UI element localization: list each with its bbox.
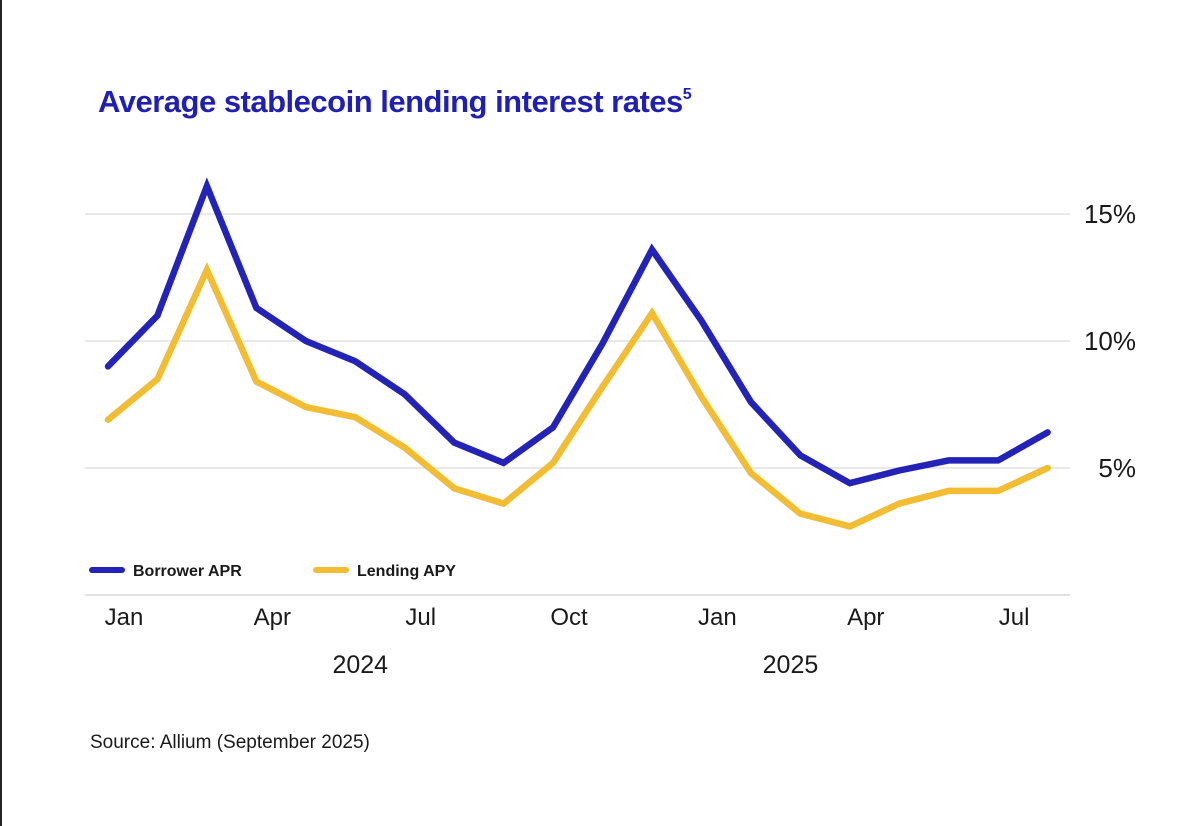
x-tick-label-jan-4: Jan: [698, 604, 737, 631]
x-tick-label-jul-2: Jul: [405, 604, 436, 631]
x-tick-label-jan-0: Jan: [105, 604, 144, 631]
year-label-2025: 2025: [763, 651, 819, 679]
series-lines: [104, 177, 1051, 530]
year-label-2024: 2024: [332, 651, 388, 679]
chart-title-text: Average stablecoin lending interest rate…: [98, 84, 683, 119]
y-tick-label-10: 10%: [1084, 326, 1136, 356]
series-line-borrower-apr: [104, 177, 1051, 487]
title-footnote-marker: 5: [682, 85, 692, 103]
gridlines: [85, 213, 1070, 596]
legend: Borrower APR Lending APY: [89, 563, 456, 580]
x-tick-label-apr-1: Apr: [254, 604, 291, 631]
legend-label-borrower-apr: Borrower APR: [133, 563, 242, 580]
x-axis-year-labels: 2024 2025: [332, 651, 818, 679]
x-tick-label-apr-5: Apr: [847, 604, 884, 631]
x-tick-label-oct-3: Oct: [550, 604, 588, 631]
source-note: Source: Allium (September 2025): [90, 732, 370, 753]
x-axis-tick-labels: Jan Apr Jul Oct Jan Apr Jul: [105, 604, 1030, 631]
chart-title: Average stablecoin lending interest rate…: [98, 84, 692, 120]
x-tick-label-jul-6: Jul: [999, 604, 1030, 631]
left-border-rule: [0, 0, 2, 826]
y-tick-label-15: 15%: [1084, 199, 1136, 229]
legend-label-lending-apy: Lending APY: [357, 563, 456, 580]
series-line-lending-apy: [104, 261, 1051, 530]
y-axis-tick-labels: 5% 10% 15%: [1084, 199, 1136, 483]
y-tick-label-5: 5%: [1098, 453, 1136, 483]
